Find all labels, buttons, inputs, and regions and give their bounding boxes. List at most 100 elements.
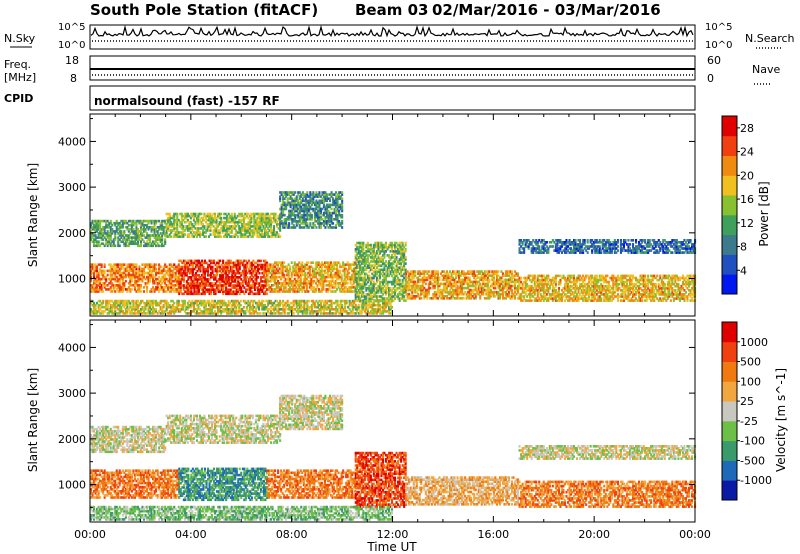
data-cell bbox=[503, 274, 506, 277]
data-cell bbox=[207, 280, 210, 283]
data-cell bbox=[366, 293, 369, 296]
data-cell bbox=[359, 241, 362, 245]
data-cell bbox=[189, 231, 192, 234]
data-cell bbox=[318, 226, 321, 229]
data-cell bbox=[374, 262, 377, 265]
data-cell bbox=[220, 278, 223, 281]
data-cell bbox=[133, 232, 136, 235]
data-cell bbox=[205, 280, 208, 283]
data-cell bbox=[167, 288, 170, 291]
data-cell bbox=[323, 265, 326, 269]
data-cell bbox=[158, 290, 161, 293]
data-cell bbox=[133, 236, 136, 239]
data-cell bbox=[272, 284, 275, 287]
data-cell bbox=[90, 234, 93, 237]
data-cell bbox=[174, 231, 177, 234]
data-cell bbox=[336, 203, 339, 207]
data-cell bbox=[266, 269, 269, 273]
data-cell bbox=[452, 295, 455, 298]
data-cell bbox=[246, 265, 249, 269]
data-cell bbox=[359, 278, 362, 282]
data-cell bbox=[310, 201, 313, 205]
data-cell bbox=[532, 287, 535, 290]
data-cell bbox=[453, 280, 456, 284]
data-cell bbox=[246, 271, 249, 275]
data-cell bbox=[538, 278, 541, 282]
data-cell bbox=[292, 286, 295, 289]
data-cell bbox=[144, 242, 147, 245]
data-cell bbox=[235, 290, 238, 293]
data-cell bbox=[141, 271, 144, 275]
data-cell bbox=[442, 286, 445, 290]
data-cell bbox=[103, 219, 106, 223]
data-cell bbox=[341, 209, 344, 213]
data-cell bbox=[477, 288, 480, 292]
data-cell bbox=[232, 269, 235, 273]
data-cell bbox=[141, 232, 144, 235]
data-cell bbox=[306, 209, 309, 213]
data-cell bbox=[258, 288, 261, 291]
data-cell bbox=[284, 290, 287, 293]
data-cell bbox=[120, 223, 123, 227]
data-cell bbox=[474, 284, 477, 288]
data-cell bbox=[211, 218, 214, 222]
data-cell bbox=[147, 221, 150, 225]
data-cell bbox=[436, 280, 439, 284]
data-cell bbox=[170, 279, 173, 283]
data-cell bbox=[248, 223, 251, 226]
data-cell bbox=[468, 290, 471, 294]
data-cell bbox=[227, 233, 230, 236]
data-cell bbox=[335, 215, 338, 219]
data-cell bbox=[257, 216, 260, 220]
data-cell bbox=[363, 299, 366, 302]
data-cell bbox=[494, 280, 497, 284]
data-cell bbox=[306, 199, 309, 203]
data-cell bbox=[136, 271, 139, 275]
data-cell bbox=[436, 274, 439, 277]
data-cell bbox=[404, 247, 407, 251]
data-cell bbox=[339, 224, 342, 227]
data-cell bbox=[184, 290, 187, 293]
data-cell bbox=[258, 267, 261, 271]
data-cell bbox=[307, 265, 310, 269]
data-cell bbox=[383, 289, 386, 292]
data-cell bbox=[196, 274, 199, 277]
data-cell bbox=[494, 290, 497, 294]
data-cell bbox=[256, 225, 259, 228]
data-cell bbox=[159, 226, 162, 229]
data-cell bbox=[473, 276, 476, 280]
data-cell bbox=[213, 276, 216, 279]
data-cell bbox=[316, 222, 319, 225]
data-cell bbox=[317, 263, 320, 266]
data-cell bbox=[279, 235, 282, 238]
data-cell bbox=[118, 290, 121, 293]
data-cell bbox=[432, 292, 435, 296]
data-cell bbox=[277, 235, 280, 238]
data-cell bbox=[197, 231, 200, 234]
data-cell bbox=[348, 286, 351, 289]
data-cell bbox=[447, 292, 450, 296]
data-cell bbox=[321, 222, 324, 225]
data-cell bbox=[136, 279, 139, 283]
data-cell bbox=[147, 279, 150, 283]
data-cell bbox=[470, 290, 473, 294]
data-cell bbox=[514, 270, 517, 273]
data-cell bbox=[395, 282, 398, 286]
data-cell bbox=[100, 242, 103, 245]
data-cell bbox=[485, 288, 488, 292]
data-cell bbox=[136, 238, 139, 241]
data-cell bbox=[274, 275, 277, 279]
data-cell bbox=[221, 227, 224, 230]
data-cell bbox=[497, 297, 500, 300]
data-cell bbox=[511, 280, 514, 284]
data-cell bbox=[228, 259, 231, 263]
data-cell bbox=[204, 220, 207, 224]
data-cell bbox=[174, 218, 177, 222]
data-cell bbox=[343, 273, 346, 277]
data-cell bbox=[190, 269, 193, 273]
data-cell bbox=[129, 240, 132, 243]
data-cell bbox=[497, 284, 500, 288]
data-cell bbox=[292, 218, 295, 221]
data-cell bbox=[190, 263, 193, 267]
data-cell bbox=[94, 240, 97, 243]
